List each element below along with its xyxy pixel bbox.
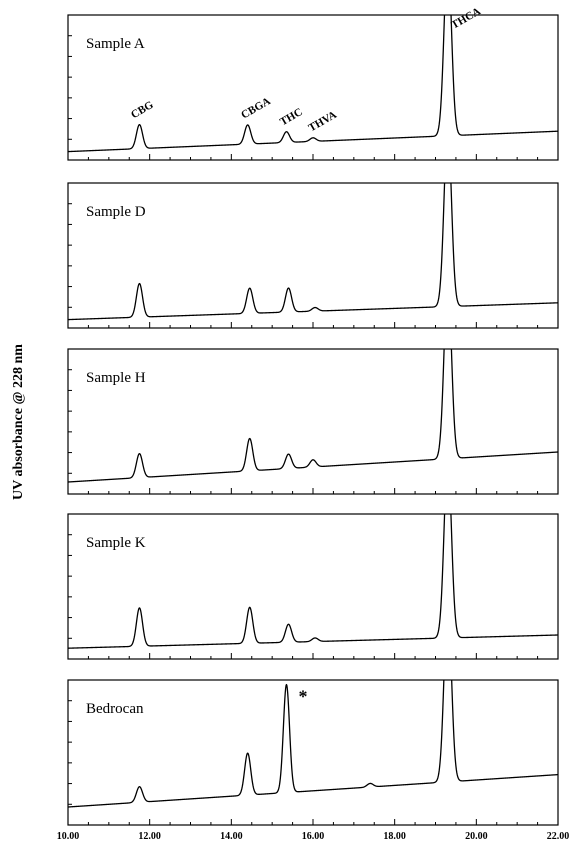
panels: Sample A CBG CBGA THC THVA THCA Sample D Sample… [67,5,559,826]
panel-2: Sample D [67,182,559,329]
trace-line [68,183,558,321]
asterisk-marker: * [298,687,307,707]
x-tick-label: 16.00 [302,831,325,842]
peak-label-thva: THVA [307,109,339,135]
peak-label-thca: THCA [449,5,483,31]
x-tick-label: 10.00 [57,831,80,842]
x-tick-label: 14.00 [220,831,243,842]
panel-label: Bedrocan [86,701,144,717]
peak-label-cbg: CBG [129,99,156,122]
panel-label: Sample A [86,36,145,52]
panel-label: Sample H [86,370,146,386]
panel-5: Bedrocan * [67,679,559,826]
peak-label-cbga: CBGA [239,95,273,121]
panel-label: Sample D [86,204,146,220]
trace-line [68,514,558,649]
panel-label: Sample K [86,535,146,551]
x-tick-label: 20.00 [465,831,488,842]
x-tick-label: 22.00 [547,831,570,842]
trace-line [68,349,558,483]
peak-label-thc: THC [278,106,305,128]
x-tick-label: 18.00 [383,831,406,842]
trace-line [68,680,558,808]
panel-3: Sample H [67,348,559,495]
panel-1: Sample A CBG CBGA THC THVA THCA [67,5,559,161]
x-axis: 10.00 12.00 14.00 16.00 18.00 20.00 22.00 [57,831,570,842]
panel-4: Sample K [67,513,559,660]
x-tick-label: 12.00 [138,831,161,842]
trace-line [68,15,558,153]
y-axis-label: UV absorbance @ 228 nm [11,344,26,500]
